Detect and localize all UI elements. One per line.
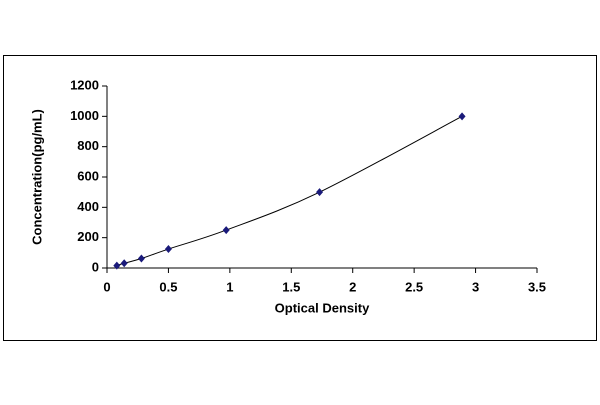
x-tick-label: 3	[472, 279, 479, 294]
x-tick-label: 0	[103, 279, 110, 294]
data-point	[137, 254, 145, 263]
data-point	[113, 261, 121, 270]
fit-curve	[116, 115, 463, 267]
x-tick-label: 2	[349, 279, 356, 294]
y-tick-label: 400	[77, 199, 99, 214]
y-tick-label: 200	[77, 229, 99, 244]
data-point	[316, 188, 324, 197]
x-tick-label: 2.5	[405, 279, 423, 294]
data-point	[222, 226, 230, 235]
x-tick-label: 0.5	[159, 279, 177, 294]
x-tick-label: 1	[226, 279, 233, 294]
y-axis-label: Concentration(pg/mL)	[29, 109, 44, 245]
y-tick-label: 0	[92, 259, 99, 274]
chart-border	[3, 55, 597, 341]
data-point	[458, 112, 466, 121]
y-tick-label: 800	[77, 138, 99, 153]
x-tick-label: 3.5	[528, 279, 546, 294]
y-tick-label: 1200	[70, 77, 99, 92]
x-tick-label: 1.5	[282, 279, 300, 294]
x-axis-label: Optical Density	[275, 300, 370, 315]
data-point	[120, 259, 128, 268]
data-point	[164, 245, 172, 254]
y-tick-label: 1000	[70, 108, 99, 123]
y-tick-label: 600	[77, 168, 99, 183]
